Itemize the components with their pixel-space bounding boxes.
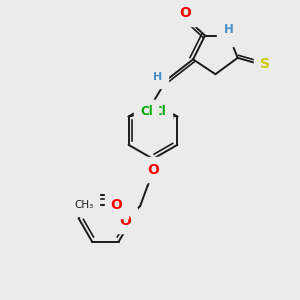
Text: H: H [224,21,234,34]
Text: S: S [260,57,270,71]
Text: Cl: Cl [153,105,166,118]
Text: O: O [110,198,122,212]
Text: N: N [223,28,233,40]
Text: H: H [153,72,162,82]
Text: O: O [180,6,192,20]
Text: H: H [224,22,234,35]
Text: O: O [119,214,131,228]
Text: O: O [147,163,159,177]
Text: Cl: Cl [140,105,153,118]
Text: CH₃: CH₃ [75,200,94,210]
